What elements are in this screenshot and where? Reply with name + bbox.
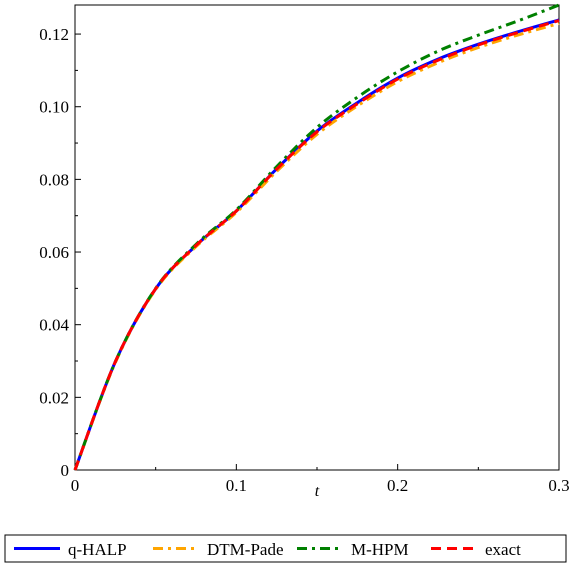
y-tick-label: 0.02 <box>39 388 69 407</box>
legend-label: exact <box>485 540 521 559</box>
y-tick-label: 0.10 <box>39 98 69 117</box>
plot-frame <box>74 4 560 471</box>
series-line-dtm-pade <box>73 22 560 471</box>
x-tick-label: 0.1 <box>226 476 247 495</box>
series-line-m-hpm <box>73 3 560 471</box>
y-tick-label: 0 <box>61 461 70 480</box>
y-tick-label: 0.04 <box>39 316 69 335</box>
series-lines <box>73 3 560 471</box>
series-line-q-halp <box>73 18 560 471</box>
legend: q-HALP DTM-Pade M-HPM exact <box>4 534 567 563</box>
x-axis-label: t <box>315 483 320 500</box>
y-tick-label: 0.06 <box>39 243 69 262</box>
legend-label: q-HALP <box>68 540 127 559</box>
y-tick-label: 0.08 <box>39 170 69 189</box>
x-tick-label: 0 <box>71 476 80 495</box>
x-tick-label: 0.3 <box>548 476 569 495</box>
y-tick-label: 0.12 <box>39 25 69 44</box>
series-line-exact <box>73 19 560 471</box>
axis-ticks: 0 0.1 0.2 0.3 0 0.02 0.04 0.06 0.08 0.10 0.12 <box>39 25 569 495</box>
legend-label: M-HPM <box>351 540 409 559</box>
x-tick-label: 0.2 <box>387 476 408 495</box>
legend-label: DTM-Pade <box>207 540 283 559</box>
